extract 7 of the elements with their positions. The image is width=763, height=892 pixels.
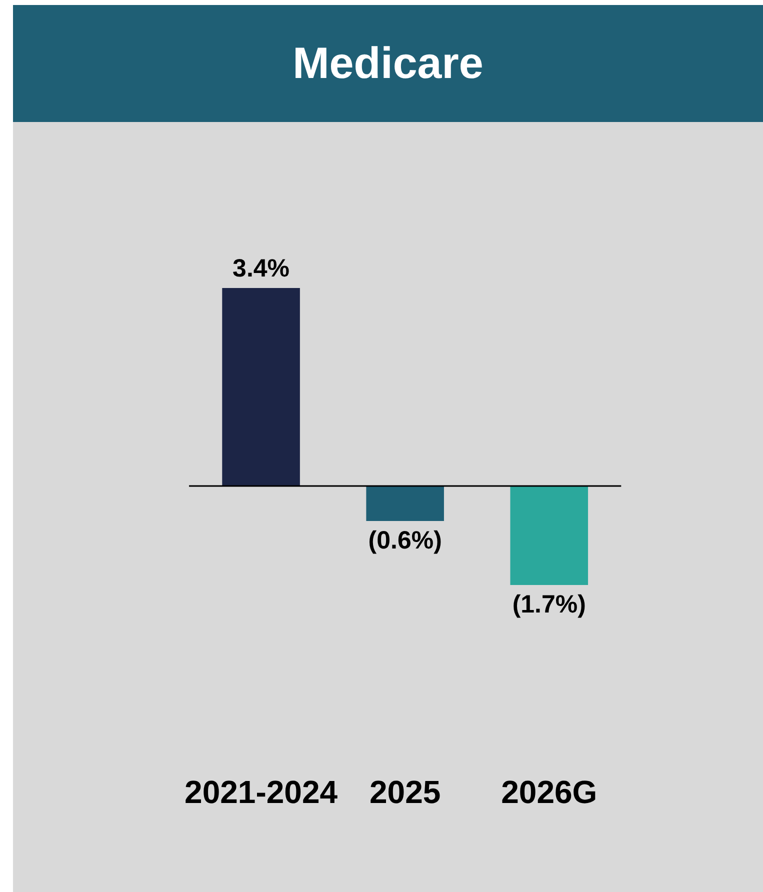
- x-tick-label: 2026G: [501, 774, 598, 810]
- data-label: (1.7%): [512, 590, 586, 618]
- data-label: (0.6%): [368, 526, 442, 554]
- chart-title: Medicare: [13, 5, 763, 122]
- x-tick-label: 2021-2024: [184, 774, 338, 810]
- data-label: 3.4%: [232, 254, 290, 282]
- x-tick-label: 2025: [369, 774, 441, 810]
